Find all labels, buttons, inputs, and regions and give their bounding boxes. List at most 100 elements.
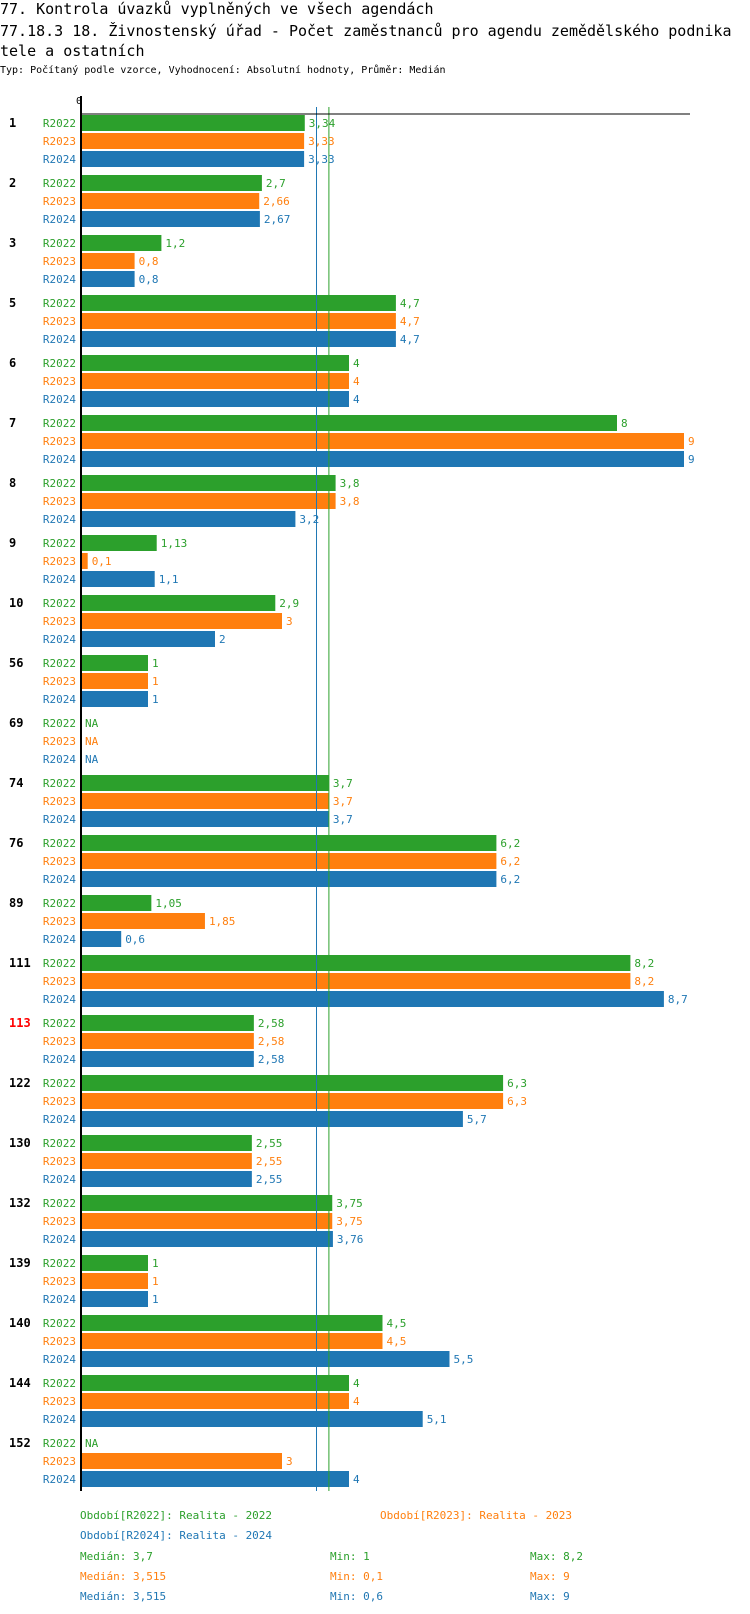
data-label: 0,8 — [139, 273, 159, 286]
bar-r2024 — [82, 931, 122, 947]
series-label-r2024: R2024 — [43, 873, 76, 886]
bar-r2023 — [82, 253, 135, 269]
category-label: 144 — [9, 1376, 31, 1390]
data-label: 9 — [688, 435, 695, 448]
bar-r2022 — [82, 235, 162, 251]
data-label: 3,8 — [340, 477, 360, 490]
bar-r2023 — [82, 1333, 383, 1349]
series-label-r2022: R2022 — [43, 417, 76, 430]
series-label-r2024: R2024 — [43, 273, 76, 286]
legend-median-r2023: Medián: 3,515 — [80, 1570, 167, 1583]
data-label: 4 — [353, 375, 360, 388]
data-label: 0,6 — [125, 933, 145, 946]
series-label-r2023: R2023 — [43, 315, 76, 328]
bar-r2024 — [82, 271, 135, 287]
x-tick-label: 0 — [76, 96, 82, 107]
series-label-r2022: R2022 — [43, 657, 76, 670]
bar-r2023 — [82, 493, 336, 509]
data-label: 3,7 — [333, 777, 353, 790]
data-label: 2,55 — [256, 1173, 283, 1186]
category-label: 113 — [9, 1016, 31, 1030]
series-label-r2024: R2024 — [43, 333, 76, 346]
data-label: 1,05 — [155, 897, 182, 910]
legend-median-r2024: Medián: 3,515 — [80, 1590, 167, 1603]
data-label: 4 — [353, 1377, 360, 1390]
category-label: 76 — [9, 836, 23, 850]
data-label: 3,75 — [336, 1215, 363, 1228]
bar-r2023 — [82, 1093, 504, 1109]
bar-r2022 — [82, 475, 336, 491]
series-label-r2022: R2022 — [43, 237, 76, 250]
data-label: 3,7 — [333, 795, 353, 808]
bar-r2022 — [82, 175, 262, 191]
bar-r2024 — [82, 1111, 463, 1127]
bar-r2022 — [82, 295, 396, 311]
data-label: 4,5 — [387, 1317, 407, 1330]
series-label-r2024: R2024 — [43, 513, 76, 526]
bar-r2022 — [82, 535, 157, 551]
bar-r2024 — [82, 1471, 349, 1487]
data-label: 4,7 — [400, 297, 420, 310]
chart-subtitle-line2: tele a ostatních — [0, 42, 145, 60]
series-label-r2024: R2024 — [43, 813, 76, 826]
series-label-r2024: R2024 — [43, 933, 76, 946]
data-label: 8,7 — [668, 993, 688, 1006]
series-label-r2024: R2024 — [43, 453, 76, 466]
bar-r2023 — [82, 973, 631, 989]
data-label: 3 — [286, 615, 293, 628]
bar-r2022 — [82, 355, 349, 371]
category-label: 56 — [9, 656, 23, 670]
legend-period-r2022: Období[R2022]: Realita - 2022 — [80, 1509, 273, 1522]
series-label-r2024: R2024 — [43, 1353, 76, 1366]
data-label: 3,76 — [337, 1233, 364, 1246]
bar-r2023 — [82, 193, 260, 209]
data-label: NA — [85, 735, 99, 748]
data-label: 8,2 — [634, 957, 654, 970]
series-label-r2023: R2023 — [43, 735, 76, 748]
data-label: 1 — [152, 657, 159, 670]
category-label: 9 — [9, 536, 16, 550]
category-label: 139 — [9, 1256, 31, 1270]
bar-r2024 — [82, 691, 148, 707]
bar-r2024 — [82, 631, 215, 647]
series-label-r2022: R2022 — [43, 297, 76, 310]
data-label: 2,58 — [258, 1053, 285, 1066]
data-label: 6,3 — [507, 1095, 527, 1108]
bar-r2022 — [82, 415, 617, 431]
bar-r2024 — [82, 391, 349, 407]
bar-r2024 — [82, 991, 664, 1007]
series-label-r2024: R2024 — [43, 1053, 76, 1066]
series-label-r2023: R2023 — [43, 495, 76, 508]
series-label-r2023: R2023 — [43, 1095, 76, 1108]
bar-r2023 — [82, 1153, 252, 1169]
bar-r2024 — [82, 1231, 333, 1247]
category-label: 122 — [9, 1076, 31, 1090]
data-label: 0,1 — [92, 555, 112, 568]
series-label-r2023: R2023 — [43, 435, 76, 448]
bar-r2023 — [82, 613, 282, 629]
data-label: 9 — [688, 453, 695, 466]
series-label-r2023: R2023 — [43, 915, 76, 928]
bar-r2024 — [82, 511, 296, 527]
series-label-r2023: R2023 — [43, 135, 76, 148]
series-label-r2022: R2022 — [43, 1257, 76, 1270]
bar-r2024 — [82, 811, 329, 827]
category-label: 8 — [9, 476, 16, 490]
bar-r2022 — [82, 955, 631, 971]
bar-r2022 — [82, 1015, 254, 1031]
bar-r2022 — [82, 1075, 504, 1091]
legend-max-r2024: Max: 9 — [530, 1590, 570, 1603]
category-label: 6 — [9, 356, 16, 370]
data-label: 2,7 — [266, 177, 286, 190]
bar-r2023 — [82, 913, 205, 929]
series-label-r2024: R2024 — [43, 1293, 76, 1306]
data-label: 4,7 — [400, 333, 420, 346]
series-label-r2024: R2024 — [43, 693, 76, 706]
data-label: 5,7 — [467, 1113, 487, 1126]
data-label: 3 — [286, 1455, 293, 1468]
bar-r2023 — [82, 553, 88, 569]
series-label-r2023: R2023 — [43, 1155, 76, 1168]
data-label: 1,13 — [161, 537, 188, 550]
series-label-r2022: R2022 — [43, 177, 76, 190]
